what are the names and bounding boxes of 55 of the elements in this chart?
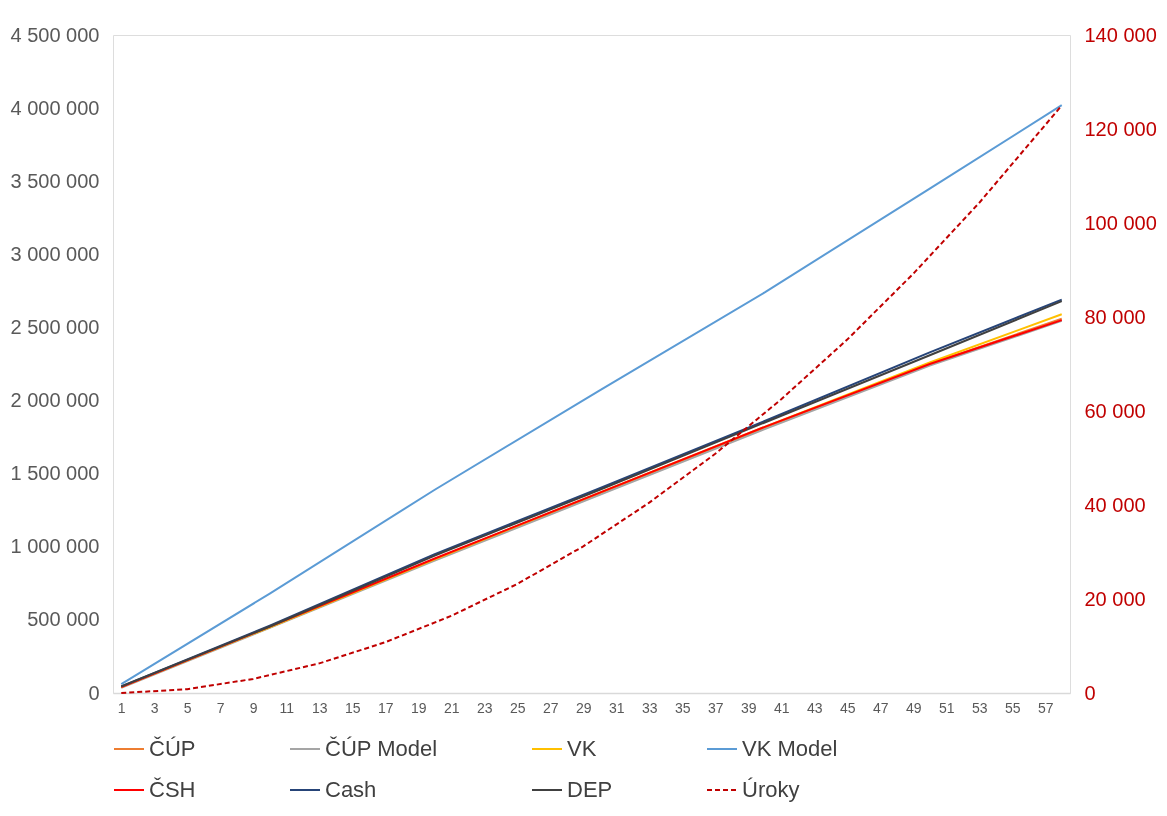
y-tick-label: 500 000 [27, 608, 100, 631]
x-tick-label: 55 [1004, 699, 1021, 716]
y2-tick-label: 140 000 [1084, 23, 1157, 46]
x-tick-label: 1 [117, 699, 126, 716]
x-tick-label: 19 [410, 699, 427, 716]
legend-label: DEP [567, 777, 613, 802]
y2-tick-label: 40 000 [1084, 493, 1146, 516]
x-tick-label: 57 [1037, 699, 1054, 716]
y-tick-label: 2 000 000 [10, 389, 100, 412]
x-tick-label: 5 [183, 699, 192, 716]
x-tick-label: 41 [773, 699, 790, 716]
y-tick-label: 1 500 000 [10, 462, 100, 485]
y-tick-label: 3 500 000 [10, 169, 100, 192]
y2-tick-label: 20 000 [1084, 587, 1146, 610]
legend-label: VK [567, 736, 597, 761]
x-tick-label: 21 [443, 699, 460, 716]
x-tick-label: 53 [971, 699, 988, 716]
legend-label: ČSH [149, 777, 196, 802]
legend-label: ČÚP [149, 736, 196, 761]
y-tick-label: 1 000 000 [10, 535, 100, 558]
x-tick-label: 17 [377, 699, 394, 716]
x-tick-label: 33 [641, 699, 658, 716]
x-tick-label: 3 [150, 699, 159, 716]
legend-label: VK Model [742, 736, 838, 761]
y2-tick-label: 0 [1084, 681, 1096, 704]
y-tick-label: 4 000 000 [10, 96, 100, 119]
x-tick-label: 27 [542, 699, 559, 716]
x-tick-label: 47 [872, 699, 889, 716]
x-tick-label: 37 [707, 699, 724, 716]
y-tick-label: 3 000 000 [10, 242, 100, 265]
x-tick-label: 51 [938, 699, 955, 716]
x-tick-label: 29 [575, 699, 592, 716]
legend-label: Úroky [742, 777, 800, 802]
x-tick-label: 15 [344, 699, 361, 716]
x-tick-label: 7 [216, 699, 225, 716]
x-tick-label: 45 [839, 699, 856, 716]
y2-tick-label: 100 000 [1084, 211, 1157, 234]
x-tick-label: 13 [311, 699, 328, 716]
x-tick-label: 25 [509, 699, 526, 716]
y-tick-label: 2 500 000 [10, 315, 100, 338]
y2-tick-label: 80 000 [1084, 305, 1146, 328]
y2-tick-label: 120 000 [1084, 117, 1157, 140]
legend-label: ČÚP Model [325, 736, 438, 761]
x-tick-label: 39 [740, 699, 757, 716]
y2-tick-label: 60 000 [1084, 399, 1146, 422]
y-tick-label: 0 [88, 681, 100, 704]
x-tick-label: 31 [608, 699, 625, 716]
x-tick-label: 43 [806, 699, 823, 716]
x-tick-label: 35 [674, 699, 691, 716]
y-tick-label: 4 500 000 [10, 23, 100, 46]
x-tick-label: 11 [279, 699, 295, 716]
x-tick-label: 9 [249, 699, 258, 716]
legend-label: Cash [325, 777, 377, 802]
x-tick-label: 23 [476, 699, 493, 716]
x-tick-label: 49 [905, 699, 922, 716]
